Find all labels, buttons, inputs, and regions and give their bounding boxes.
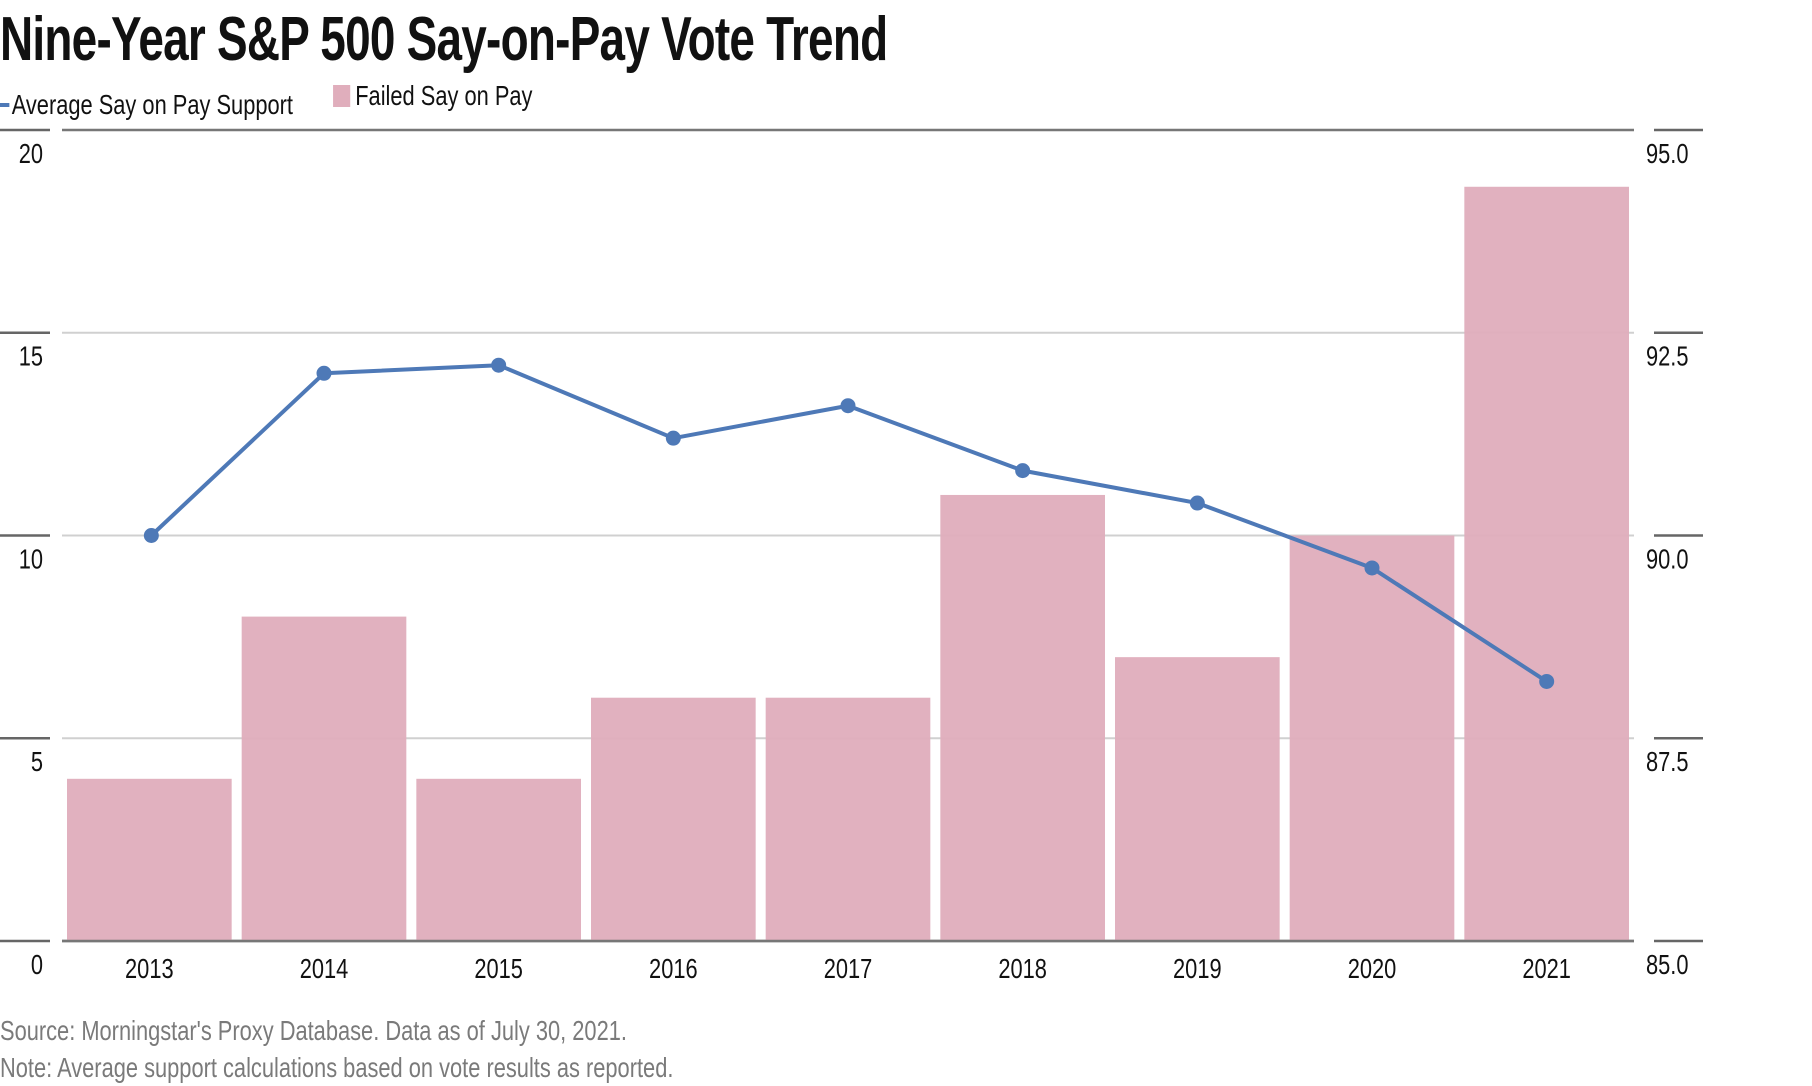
- source-note: Source: Morningstar's Proxy Database. Da…: [0, 1015, 627, 1046]
- chart-title: Nine-Year S&P 500 Say-on-Pay Vote Trend: [0, 5, 888, 74]
- x-tick-label: 2014: [300, 953, 349, 984]
- support-point: [143, 528, 159, 543]
- right-tick-label: 90.0: [1646, 544, 1688, 575]
- left-tick-label: 15: [19, 341, 43, 372]
- left-tick-label: 20: [19, 138, 43, 169]
- legend-item-bar: Failed Say on Pay: [333, 80, 532, 112]
- support-point: [1015, 463, 1031, 479]
- line-series: [143, 357, 1555, 689]
- bar: [591, 697, 756, 941]
- support-point: [1364, 560, 1380, 576]
- x-tick-label: 2018: [998, 953, 1047, 984]
- right-tick-label: 87.5: [1646, 747, 1688, 778]
- legend: Average Say on Pay Support Failed Say on…: [0, 80, 567, 120]
- legend-label-bar: Failed Say on Pay: [355, 80, 533, 111]
- footer: Source: Morningstar's Proxy Database. Da…: [0, 1012, 673, 1086]
- x-tick-label: 2013: [125, 953, 174, 984]
- right-tick-label: 85.0: [1646, 949, 1688, 980]
- bar-series: [67, 186, 1629, 941]
- support-point: [1539, 673, 1555, 689]
- bar: [1115, 657, 1280, 941]
- right-tick-label: 92.5: [1646, 341, 1688, 372]
- bar: [1464, 186, 1629, 941]
- bar: [765, 697, 931, 941]
- bar: [67, 778, 232, 941]
- x-tick-label: 2019: [1173, 953, 1222, 984]
- left-tick-label: 10: [19, 544, 43, 575]
- support-point: [316, 365, 332, 381]
- axes: 0 5 10 15 20 85.0 87.5 90.0 92.5 95.0 2013 2014 2015…: [0, 128, 1703, 985]
- legend-line-swatch-icon: [0, 103, 10, 107]
- left-tick-label: 0: [31, 949, 43, 980]
- support-point: [840, 398, 856, 414]
- x-tick-label: 2016: [649, 953, 698, 984]
- chart-area: 0 5 10 15 20 85.0 87.5 90.0 92.5 95.0 2013 2014 2015…: [0, 128, 1703, 985]
- bar: [241, 616, 407, 941]
- support-point: [665, 430, 681, 446]
- x-tick-label: 2021: [1522, 953, 1571, 984]
- right-tick-label: 95.0: [1646, 138, 1688, 169]
- legend-label-line: Average Say on Pay Support: [11, 89, 293, 120]
- bar: [940, 494, 1105, 941]
- x-tick-label: 2015: [474, 953, 523, 984]
- x-tick-label: 2017: [824, 953, 873, 984]
- bar: [1289, 535, 1455, 941]
- support-point: [1189, 495, 1205, 511]
- bar: [416, 778, 581, 941]
- method-note: Note: Average support calculations based…: [0, 1052, 674, 1083]
- legend-bar-swatch-icon: [333, 85, 351, 107]
- x-tick-label: 2020: [1348, 953, 1397, 984]
- legend-item-line: Average Say on Pay Support: [0, 89, 293, 121]
- left-tick-label: 5: [31, 747, 43, 778]
- support-point: [491, 357, 507, 373]
